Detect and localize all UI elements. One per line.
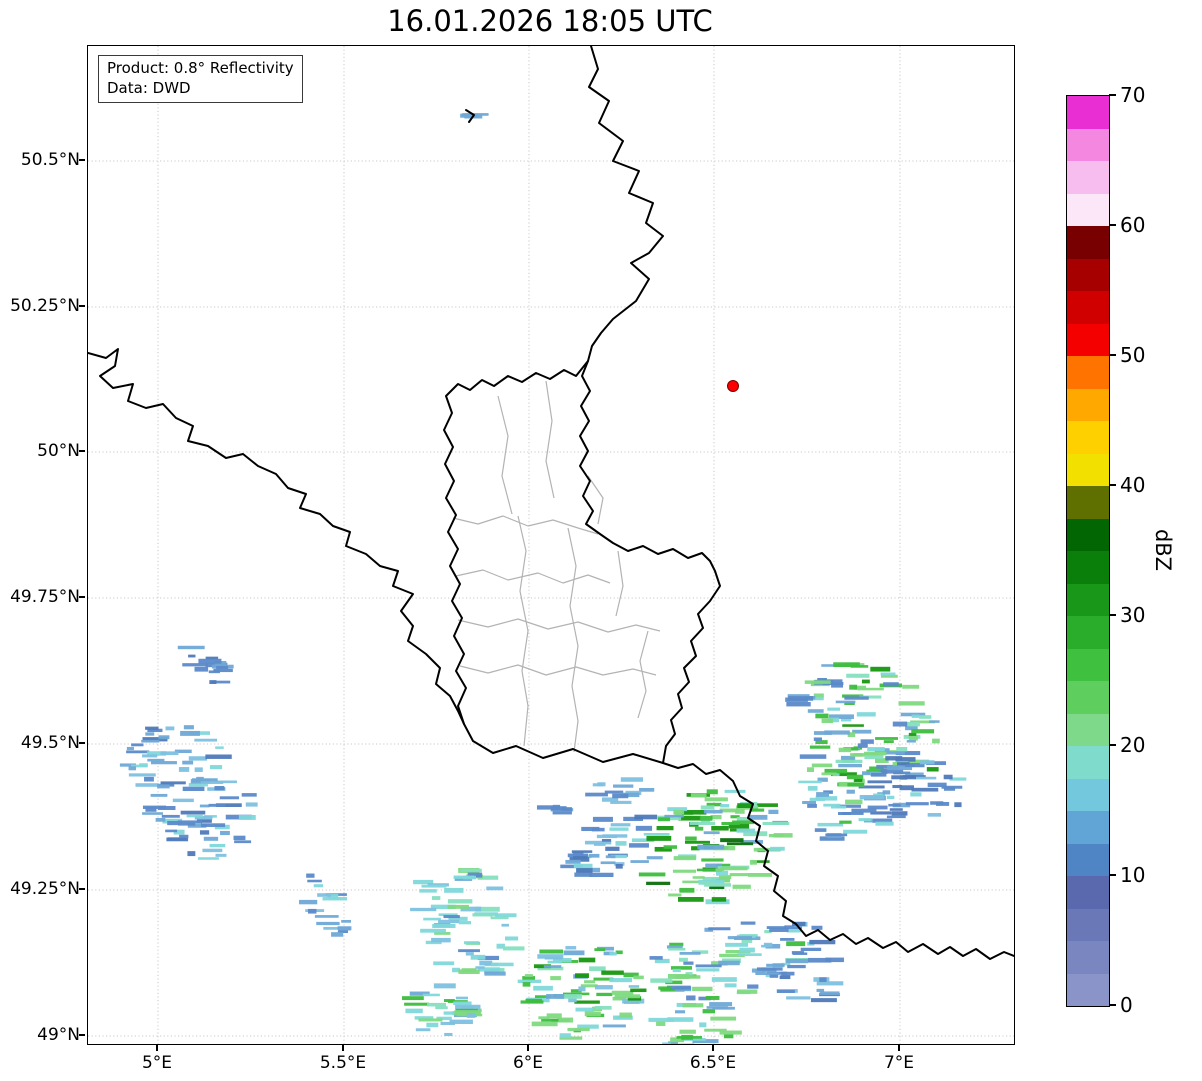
y-tick-mark (79, 888, 86, 890)
map-plot: Product: 0.8° Reflectivity Data: DWD (87, 45, 1015, 1045)
colorbar-band (1067, 811, 1109, 844)
data-source-label: Data: DWD (107, 78, 191, 97)
y-tick-label: 50.25°N (10, 296, 80, 316)
colorbar-tick-label: 70 (1120, 83, 1146, 107)
y-tick-mark (79, 1034, 86, 1036)
x-tick-mark (342, 1044, 344, 1051)
x-tick-label: 6.5°E (689, 1053, 737, 1073)
y-tick-label: 49°N (37, 1025, 80, 1045)
colorbar-band (1067, 876, 1109, 909)
colorbar-band (1067, 226, 1109, 259)
colorbar-tick-mark (1109, 484, 1117, 486)
x-tick-label: 6°E (512, 1053, 544, 1073)
colorbar-band (1067, 713, 1109, 746)
y-tick-label: 49.25°N (10, 879, 80, 899)
y-tick-label: 49.75°N (10, 587, 80, 607)
x-tick-mark (712, 1044, 714, 1051)
colorbar-band (1067, 193, 1109, 226)
colorbar-band (1067, 356, 1109, 389)
colorbar-band (1067, 128, 1109, 161)
country-borders (88, 46, 1014, 960)
colorbar-tick-mark (1109, 614, 1117, 616)
colorbar-tick-label: 0 (1120, 993, 1133, 1017)
colorbar-band (1067, 323, 1109, 356)
y-tick-label: 50°N (37, 441, 80, 461)
colorbar-unit-label: dBZ (1151, 528, 1175, 572)
y-tick-mark (79, 450, 86, 452)
colorbar-tick-mark (1109, 94, 1117, 96)
colorbar-band (1067, 973, 1109, 1006)
colorbar-band (1067, 551, 1109, 584)
y-tick-mark (79, 305, 86, 307)
colorbar-tick-mark (1109, 744, 1117, 746)
x-tick-mark (898, 1044, 900, 1051)
colorbar-band (1067, 941, 1109, 974)
y-tick-mark (79, 159, 86, 161)
colorbar-tick-mark (1109, 354, 1117, 356)
colorbar-band (1067, 453, 1109, 486)
colorbar-band (1067, 161, 1109, 194)
figure-title: 16.01.2026 18:05 UTC (387, 4, 713, 38)
colorbar-tick-label: 30 (1120, 603, 1146, 627)
colorbar-tick-label: 40 (1120, 473, 1146, 497)
y-tick-label: 50.5°N (20, 150, 80, 170)
gridlines (88, 46, 1014, 1044)
admin-borders (452, 380, 661, 753)
colorbar-band (1067, 421, 1109, 454)
colorbar-band (1067, 843, 1109, 876)
product-annotation: Product: 0.8° Reflectivity Data: DWD (98, 55, 303, 103)
colorbar-tick-mark (1109, 874, 1117, 876)
colorbar-tick-mark (1109, 1004, 1117, 1006)
radar-location-marker (727, 380, 739, 392)
x-tick-label: 5.5°E (319, 1053, 367, 1073)
colorbar-tick-mark (1109, 224, 1117, 226)
colorbar-band (1067, 96, 1109, 129)
colorbar-band (1067, 778, 1109, 811)
x-tick-label: 7°E (883, 1053, 915, 1073)
colorbar-band (1067, 746, 1109, 779)
x-tick-mark (156, 1044, 158, 1051)
colorbar-band (1067, 486, 1109, 519)
colorbar-band (1067, 518, 1109, 551)
colorbar-band (1067, 291, 1109, 324)
colorbar-tick-label: 50 (1120, 343, 1146, 367)
colorbar-band (1067, 388, 1109, 421)
colorbar-band (1067, 583, 1109, 616)
colorbar-tick-label: 10 (1120, 863, 1146, 887)
colorbar-tick-label: 20 (1120, 733, 1146, 757)
colorbar-band (1067, 258, 1109, 291)
y-tick-mark (79, 742, 86, 744)
colorbar-band (1067, 681, 1109, 714)
x-tick-mark (527, 1044, 529, 1051)
colorbar-band (1067, 908, 1109, 941)
product-label: Product: 0.8° Reflectivity (107, 59, 294, 77)
x-tick-label: 5°E (141, 1053, 173, 1073)
y-tick-label: 49.5°N (20, 733, 80, 753)
colorbar-band (1067, 616, 1109, 649)
colorbar (1066, 95, 1110, 1007)
radar-map (88, 46, 1014, 1044)
colorbar-band (1067, 648, 1109, 681)
colorbar-tick-label: 60 (1120, 213, 1146, 237)
radar-echoes (119, 113, 967, 1044)
y-tick-mark (79, 596, 86, 598)
